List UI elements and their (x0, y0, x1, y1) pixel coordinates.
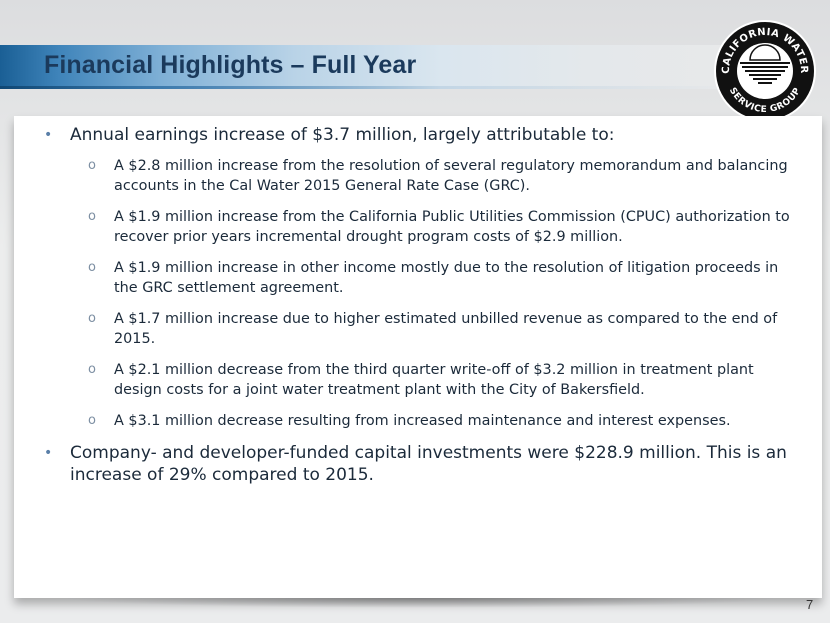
title-band-edge (0, 86, 735, 89)
bullet-marker: • (44, 127, 53, 143)
bullet-earnings: • Annual earnings increase of $3.7 milli… (44, 124, 794, 146)
sub-bullet-text: A $1.9 million increase in other income … (114, 260, 779, 296)
sub-bullet-marker: o (88, 260, 96, 275)
sub-bullet-text: A $1.9 million increase from the Califor… (114, 209, 790, 245)
title-band (0, 45, 735, 89)
sub-bullet-other-income: o A $1.9 million increase in other incom… (44, 258, 794, 298)
content-panel (14, 116, 822, 598)
slide-title: Financial Highlights – Full Year (44, 51, 417, 79)
panel-shadow (60, 598, 780, 608)
sub-bullet-text: A $2.1 million decrease from the third q… (114, 362, 754, 398)
bullet-capital-investments: • Company- and developer-funded capital … (44, 442, 794, 486)
bullet-text: Company- and developer-funded capital in… (70, 443, 787, 485)
sub-bullet-unbilled-revenue: o A $1.7 million increase due to higher … (44, 309, 794, 349)
sub-bullet-regulatory: o A $2.8 million increase from the resol… (44, 156, 794, 196)
sub-bullet-write-off: o A $2.1 million decrease from the third… (44, 360, 794, 400)
sub-bullet-marker: o (88, 362, 96, 377)
page-number: 7 (806, 597, 814, 612)
sub-bullet-text: A $1.7 million increase due to higher es… (114, 311, 778, 347)
logo-sun-icon (740, 44, 790, 84)
sub-bullet-text: A $3.1 million decrease resulting from i… (114, 413, 731, 429)
sub-bullet-text: A $2.8 million increase from the resolut… (114, 158, 788, 194)
bullet-list: • Annual earnings increase of $3.7 milli… (44, 124, 794, 496)
sub-bullet-marker: o (88, 209, 96, 224)
sub-bullet-marker: o (88, 413, 96, 428)
sub-bullet-cpuc: o A $1.9 million increase from the Calif… (44, 207, 794, 247)
bullet-text: Annual earnings increase of $3.7 million… (70, 125, 615, 145)
california-water-service-group-logo: CALIFORNIA WATER SERVICE GROUP (714, 20, 816, 122)
sub-bullet-marker: o (88, 158, 96, 173)
bullet-marker: • (44, 445, 53, 461)
sub-bullet-marker: o (88, 311, 96, 326)
sub-bullet-maintenance: o A $3.1 million decrease resulting from… (44, 411, 794, 431)
